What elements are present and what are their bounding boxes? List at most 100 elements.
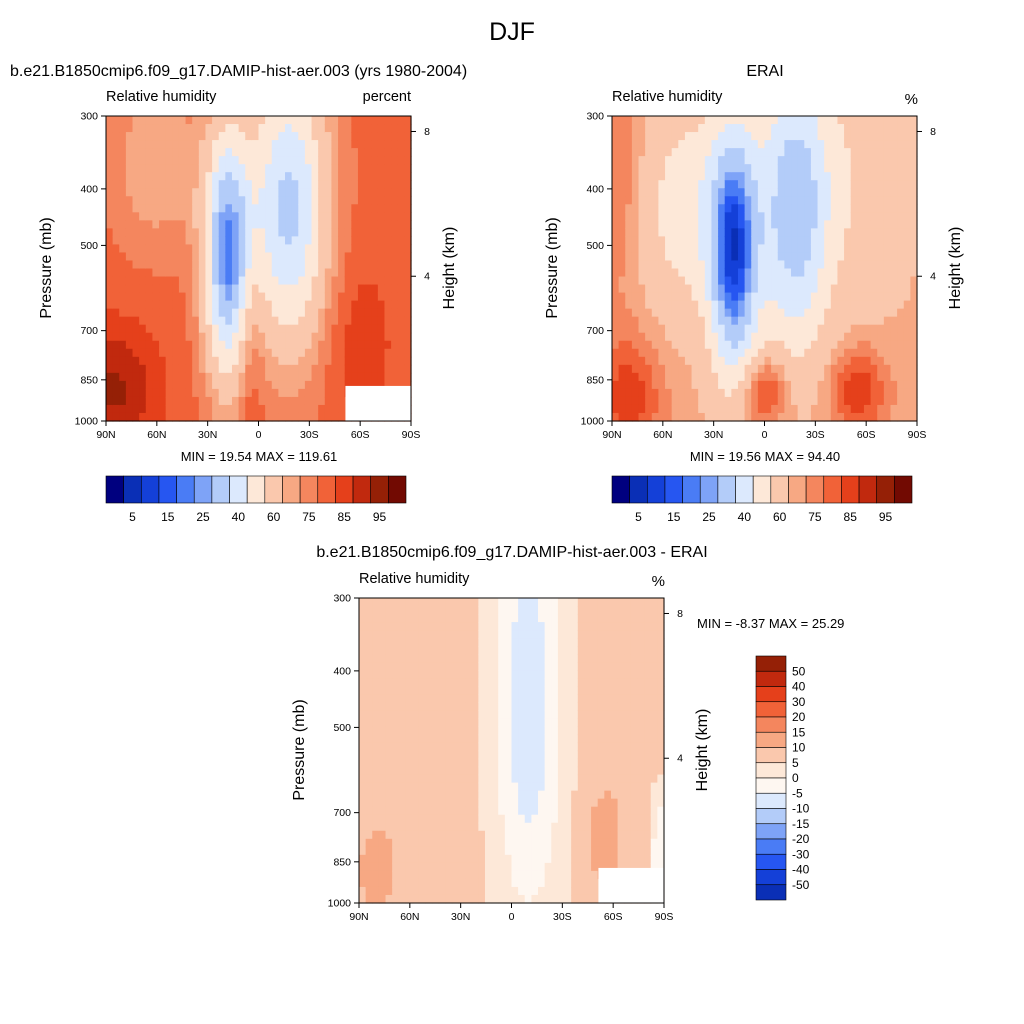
heatmap-cell bbox=[863, 132, 872, 141]
heatmap-cell bbox=[557, 838, 566, 848]
heatmap-cell bbox=[850, 180, 858, 189]
heatmap-cell bbox=[671, 284, 679, 294]
heatmap-cell bbox=[404, 180, 412, 189]
heatmap-cell bbox=[850, 324, 858, 334]
heatmap-cell bbox=[159, 292, 167, 302]
heatmap-cell bbox=[304, 396, 313, 406]
heatmap-cell bbox=[178, 252, 187, 262]
heatmap-cell bbox=[731, 172, 739, 181]
heatmap-cell bbox=[817, 284, 825, 294]
heatmap-cell bbox=[119, 244, 127, 254]
heatmap-cell bbox=[903, 172, 911, 181]
heatmap-cell bbox=[837, 356, 845, 366]
heatmap-cell bbox=[145, 340, 154, 350]
heatmap-cell bbox=[471, 710, 479, 719]
heatmap-cell bbox=[384, 276, 392, 286]
heatmap-cell bbox=[178, 292, 187, 302]
heatmap-cell bbox=[631, 260, 640, 270]
heatmap-cell bbox=[311, 340, 319, 350]
heatmap-cell bbox=[304, 356, 313, 366]
heatmap-cell bbox=[372, 806, 380, 816]
heatmap-cell bbox=[631, 180, 640, 189]
heatmap-cell bbox=[591, 734, 599, 744]
heatmap-cell bbox=[724, 252, 732, 262]
heatmap-cell bbox=[225, 340, 233, 350]
heatmap-cell bbox=[251, 236, 260, 246]
heatmap-cell bbox=[291, 148, 299, 157]
heatmap-cell bbox=[883, 124, 892, 133]
heatmap-cell bbox=[125, 156, 134, 165]
heatmap-cell bbox=[903, 116, 911, 125]
heatmap-cell bbox=[478, 886, 486, 896]
heatmap-cell bbox=[658, 148, 666, 157]
heatmap-cell bbox=[125, 276, 134, 286]
heatmap-cell bbox=[159, 236, 167, 246]
heatmap-cell bbox=[837, 228, 845, 237]
heatmap-cell bbox=[338, 372, 346, 382]
heatmap-cell bbox=[678, 364, 686, 374]
heatmap-cell bbox=[631, 220, 640, 229]
x-tick-label: 30N bbox=[704, 429, 723, 441]
heatmap-cell bbox=[850, 212, 858, 221]
heatmap-cell bbox=[344, 116, 352, 125]
heatmap-cell bbox=[678, 396, 686, 406]
heatmap-cell bbox=[850, 348, 858, 358]
heatmap-cell bbox=[491, 782, 499, 792]
heatmap-cell bbox=[658, 180, 666, 189]
heatmap-cell bbox=[119, 220, 127, 229]
heatmap-cell bbox=[612, 308, 620, 318]
heatmap-cell bbox=[192, 212, 200, 221]
heatmap-cell bbox=[377, 380, 386, 390]
heatmap-cell bbox=[631, 396, 640, 406]
heatmap-cell bbox=[737, 412, 746, 422]
heatmap-cell bbox=[465, 814, 473, 824]
heatmap-cell bbox=[331, 212, 339, 221]
heatmap-cell bbox=[704, 212, 713, 221]
heatmap-cell bbox=[484, 614, 493, 623]
heatmap-cell bbox=[665, 116, 673, 125]
heatmap-cell bbox=[185, 140, 193, 149]
heatmap-cell bbox=[398, 790, 407, 800]
heatmap-cell bbox=[205, 364, 213, 374]
heatmap-cell bbox=[857, 132, 865, 141]
heatmap-cell bbox=[684, 268, 693, 278]
heatmap-cell bbox=[684, 244, 693, 254]
heatmap-cell bbox=[165, 204, 173, 213]
heatmap-cell bbox=[665, 180, 673, 189]
heatmap-cell bbox=[571, 878, 579, 888]
heatmap-cell bbox=[165, 212, 173, 221]
heatmap-cell bbox=[351, 276, 359, 286]
heatmap-cell bbox=[751, 348, 759, 358]
heatmap-cell bbox=[564, 670, 572, 679]
heatmap-cell bbox=[744, 260, 752, 270]
heatmap-cell bbox=[771, 340, 779, 350]
heatmap-cell bbox=[504, 734, 513, 744]
heatmap-cell bbox=[231, 284, 240, 294]
heatmap-cell bbox=[205, 148, 213, 157]
heatmap-cell bbox=[870, 188, 878, 197]
heatmap-cell bbox=[278, 372, 286, 382]
heatmap-cell bbox=[397, 316, 405, 326]
heatmap-cell bbox=[584, 830, 592, 840]
heatmap-cell bbox=[651, 132, 660, 141]
heatmap-cell bbox=[318, 228, 326, 237]
heatmap-cell bbox=[491, 758, 499, 768]
heatmap-cell bbox=[404, 228, 412, 237]
heatmap-cell bbox=[691, 348, 699, 358]
heatmap-cell bbox=[484, 710, 493, 719]
heatmap-cell bbox=[504, 662, 513, 671]
heatmap-cell bbox=[412, 878, 420, 888]
heatmap-cell bbox=[318, 340, 326, 350]
heatmap-cell bbox=[165, 196, 173, 205]
heatmap-cell bbox=[731, 180, 739, 189]
heatmap-cell bbox=[910, 212, 918, 221]
heatmap-cell bbox=[804, 268, 812, 278]
heatmap-cell bbox=[744, 284, 752, 294]
heatmap-cell bbox=[910, 372, 918, 382]
heatmap-panel-1 bbox=[106, 116, 412, 422]
heatmap-cell bbox=[538, 870, 546, 880]
heatmap-cell bbox=[910, 404, 918, 414]
heatmap-cell bbox=[412, 734, 420, 744]
heatmap-cell bbox=[458, 894, 466, 904]
heatmap-cell bbox=[791, 148, 799, 157]
